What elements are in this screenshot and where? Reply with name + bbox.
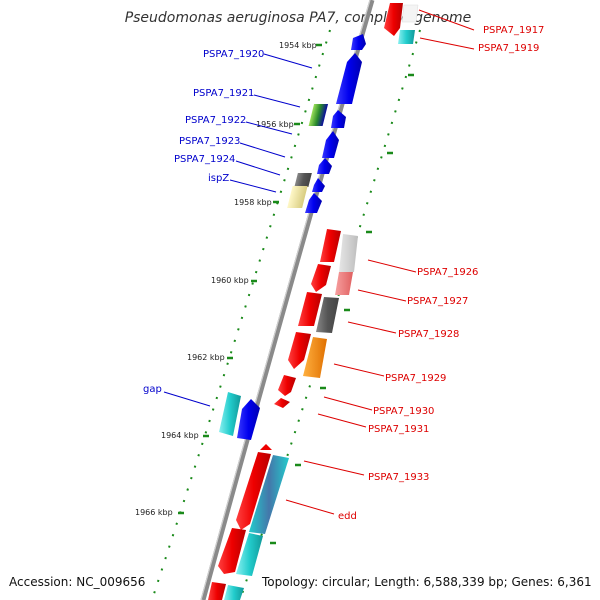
accession-text: Accession: NC_009656 xyxy=(9,575,145,589)
gene-label-pspa7-1931[interactable]: PSPA7_1931 xyxy=(368,424,429,435)
scale-label: 1954 kbp xyxy=(279,41,317,50)
leader-line xyxy=(333,363,385,377)
leader-line xyxy=(229,179,277,193)
gene-pspa7-1933[interactable] xyxy=(249,455,289,534)
leader-line xyxy=(245,121,293,135)
leader-line xyxy=(323,396,373,411)
scale-ticks xyxy=(178,43,414,545)
scale-label: 1958 kbp xyxy=(234,198,272,207)
gene-label-pspa7-1930[interactable]: PSPA7_1930 xyxy=(373,406,434,417)
gene-label-edd[interactable]: edd xyxy=(338,511,357,522)
gene-label-pspa7-1923[interactable]: PSPA7_1923 xyxy=(179,136,240,147)
gene-label-pspa7-1924[interactable]: PSPA7_1924 xyxy=(174,154,235,165)
gene-pspa7-1926-red[interactable] xyxy=(320,229,341,262)
leader-line xyxy=(367,259,417,273)
gene-pspa7-1920[interactable] xyxy=(336,53,362,104)
leader-line xyxy=(235,160,281,176)
gene-bottom-cyan[interactable] xyxy=(224,585,244,600)
gene-pspa7-1924[interactable] xyxy=(317,158,332,174)
gene-ispz-blue-2[interactable] xyxy=(305,193,322,213)
gene-pspa7-1917[interactable] xyxy=(384,3,403,36)
gene-label-pspa7-1920[interactable]: PSPA7_1920 xyxy=(203,49,264,60)
reverse-labels: PSPA7_1917 PSPA7_1919 PSPA7_1926 PSPA7_1… xyxy=(285,9,544,522)
gene-ispz-blue[interactable] xyxy=(312,178,325,192)
gene-label-gap[interactable]: gap xyxy=(143,384,162,395)
gene-label-pspa7-1929[interactable]: PSPA7_1929 xyxy=(385,373,446,384)
gene-ispz[interactable] xyxy=(287,186,308,208)
leader-line xyxy=(253,94,301,108)
gene-pspa7-1927[interactable] xyxy=(311,264,331,292)
gene-label-ispz[interactable]: ispZ xyxy=(208,173,229,184)
reverse-strand xyxy=(208,3,419,600)
inner-dotted-guide xyxy=(151,29,331,600)
gene-pspa7-1931[interactable] xyxy=(274,398,290,408)
gene-pspa7-1927-pink[interactable] xyxy=(335,272,353,295)
gene-ispz-gray[interactable] xyxy=(294,173,312,187)
gene-pspa7-1919[interactable] xyxy=(398,30,415,44)
gene-pspa7-1930[interactable] xyxy=(278,375,296,396)
gene-pspa7-1922[interactable] xyxy=(331,110,346,128)
scale-label: 1964 kbp xyxy=(161,431,199,440)
gene-label-pspa7-1919[interactable]: PSPA7_1919 xyxy=(478,43,539,54)
scale-label: 1956 kbp xyxy=(256,120,294,129)
leader-line xyxy=(419,37,475,50)
gene-gap-blue[interactable] xyxy=(237,399,260,440)
gene-pspa7-1928-red[interactable] xyxy=(298,292,322,326)
leader-line xyxy=(263,53,313,69)
leader-line xyxy=(285,499,335,515)
gene-label-pspa7-1926[interactable]: PSPA7_1926 xyxy=(417,267,478,278)
leader-line xyxy=(357,289,407,302)
gene-pspa7-1929[interactable] xyxy=(303,337,327,378)
forward-labels: PSPA7_1920 PSPA7_1921 PSPA7_1922 PSPA7_1… xyxy=(143,49,313,407)
gene-label-pspa7-1921[interactable]: PSPA7_1921 xyxy=(193,88,254,99)
leader-line xyxy=(317,413,367,428)
gene-label-pspa7-1927[interactable]: PSPA7_1927 xyxy=(407,296,468,307)
scale-label: 1960 kbp xyxy=(211,276,249,285)
gene-pspa7-1923[interactable] xyxy=(322,131,339,158)
leader-line xyxy=(303,460,365,476)
gene-pspa7-1917-light[interactable] xyxy=(401,4,419,23)
leader-line xyxy=(418,9,475,31)
leader-line xyxy=(163,391,211,407)
topology-text: Topology: circular; Length: 6,588,339 bp… xyxy=(261,575,592,589)
gene-edd-red[interactable] xyxy=(218,528,246,574)
gene-label-pspa7-1922[interactable]: PSPA7_1922 xyxy=(185,115,246,126)
map-title: Pseudomonas aeruginosa PA7, complete gen… xyxy=(125,10,472,26)
gene-edd[interactable] xyxy=(236,533,263,576)
scale-label: 1962 kbp xyxy=(187,353,225,362)
gene-pspa7-1928[interactable] xyxy=(316,297,339,333)
leader-line xyxy=(347,321,397,334)
gene-label-pspa7-1917[interactable]: PSPA7_1917 xyxy=(483,25,544,36)
gene-label-pspa7-1928[interactable]: PSPA7_1928 xyxy=(398,329,459,340)
gene-pspa7-1933-red[interactable] xyxy=(236,452,271,530)
gene-pspa7-1933-tip[interactable] xyxy=(260,444,272,450)
gene-gap[interactable] xyxy=(219,392,241,436)
gene-pspa7-1926[interactable] xyxy=(339,234,358,272)
scale-label: 1966 kbp xyxy=(135,508,173,517)
gene-bottom-red[interactable] xyxy=(208,582,226,600)
gene-label-pspa7-1933[interactable]: PSPA7_1933 xyxy=(368,472,429,483)
scale-labels: 1954 kbp 1956 kbp 1958 kbp 1960 kbp 1962… xyxy=(135,41,317,517)
forward-strand xyxy=(219,34,366,440)
gene-pspa7-1921[interactable] xyxy=(308,104,329,126)
gene-pspa7-1920-a[interactable] xyxy=(351,34,366,50)
leader-line xyxy=(239,142,286,158)
gene-pspa7-1929-red[interactable] xyxy=(288,332,311,369)
